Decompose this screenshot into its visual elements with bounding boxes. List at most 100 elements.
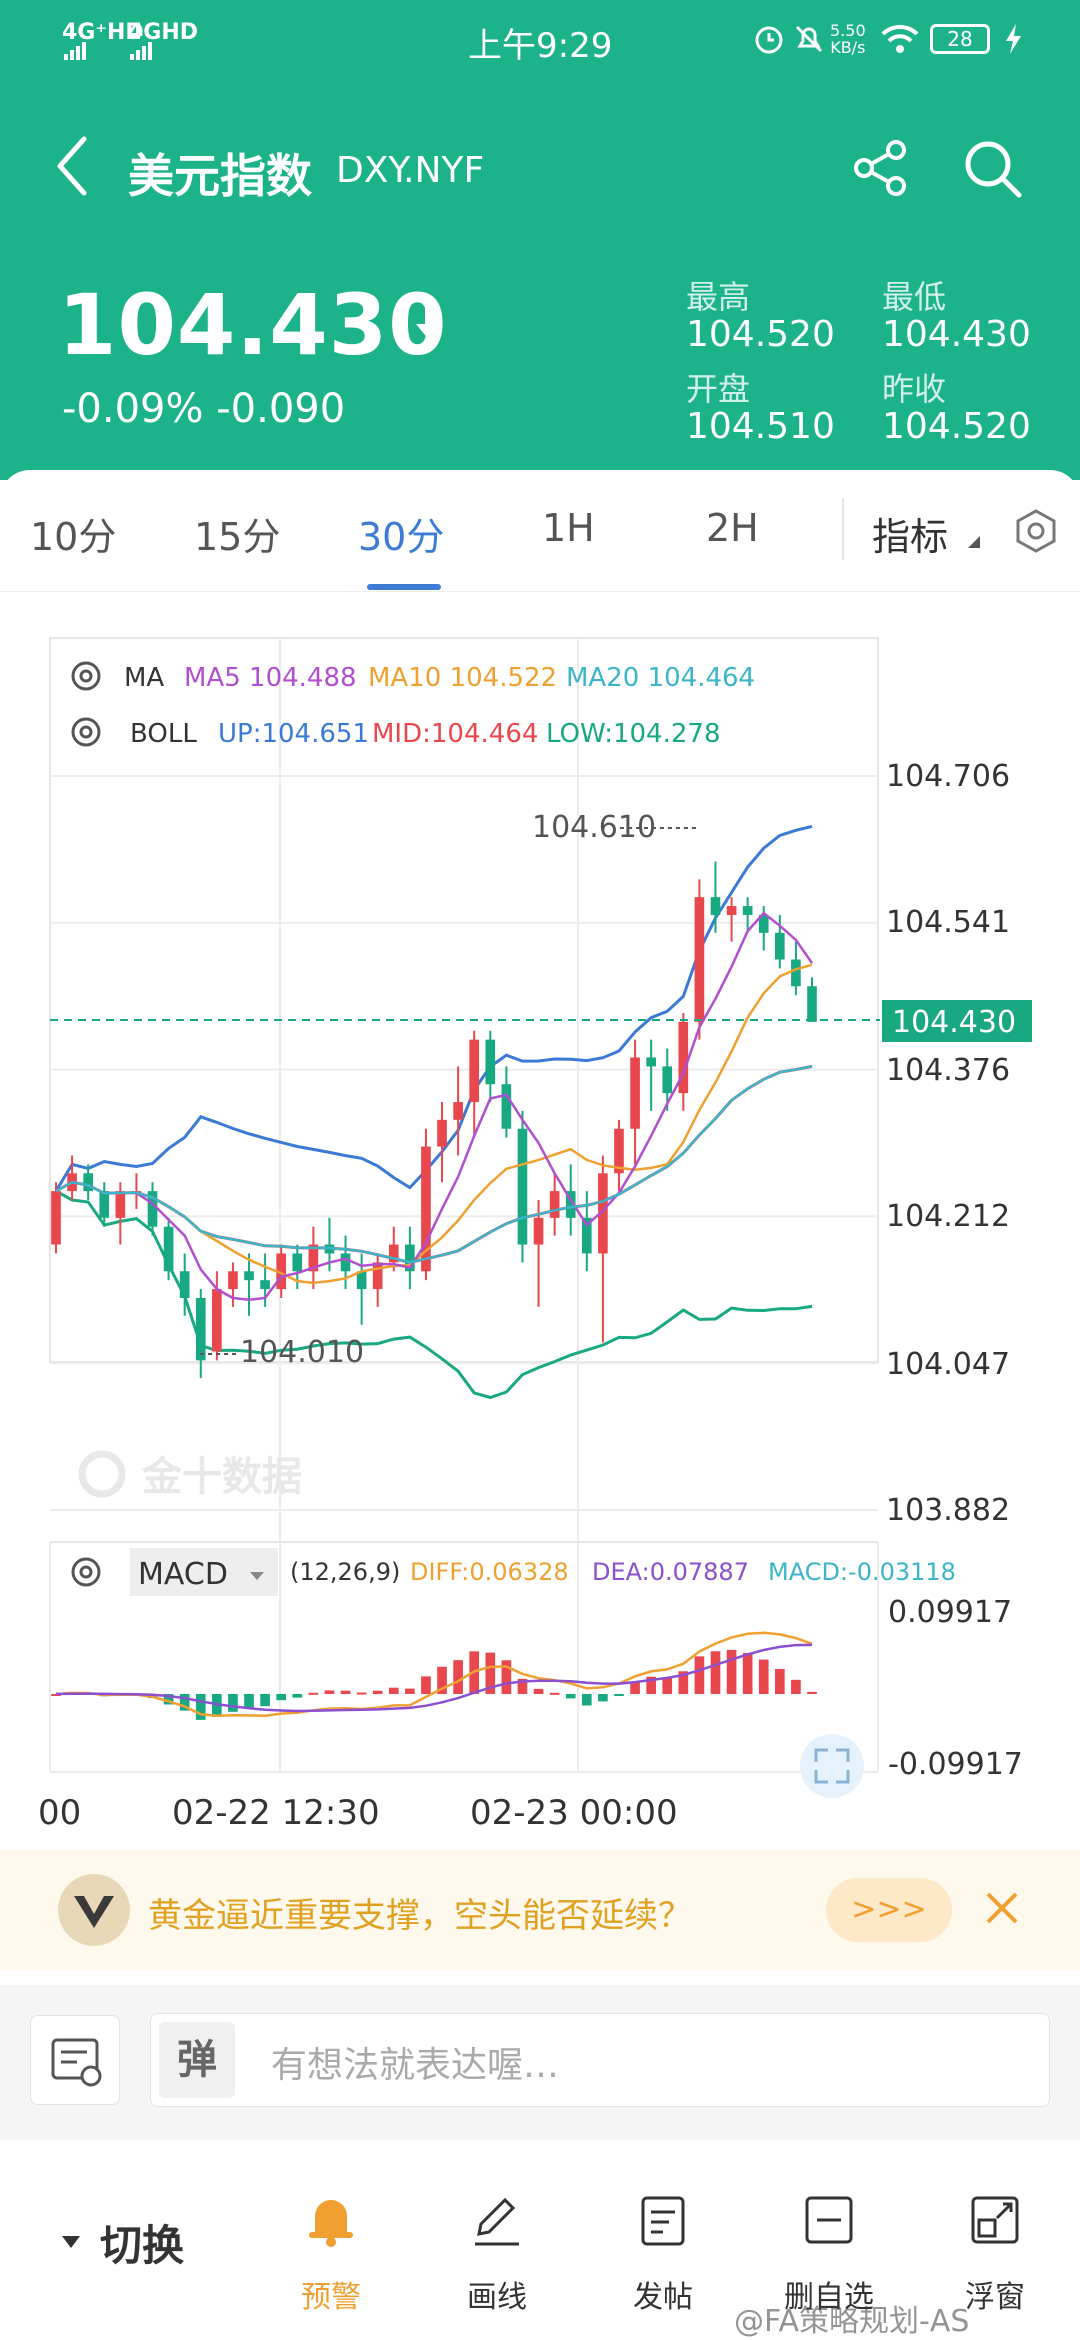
macd-bar: [372, 1690, 383, 1694]
macd-bar: [340, 1690, 351, 1694]
mute-icon: [792, 22, 826, 60]
jin10-logo-icon: [78, 1450, 126, 1498]
stat-prevclose-label: 昨收: [882, 370, 947, 408]
signal-1: 4G⁺HD: [62, 20, 144, 45]
macd-bar: [228, 1694, 238, 1712]
tab-10min[interactable]: 10分: [30, 515, 117, 559]
candle-body: [292, 1253, 303, 1272]
share-icon[interactable]: [852, 140, 908, 200]
chart-grid: [49, 638, 879, 1773]
minus-icon: [805, 2196, 853, 2244]
tab-divider: [842, 498, 844, 560]
note-button[interactable]: [30, 2015, 120, 2105]
bell-icon: [309, 2200, 353, 2247]
macd-bar: [614, 1694, 624, 1696]
back-icon[interactable]: [52, 135, 92, 201]
indicator-menu[interactable]: 指标: [872, 515, 949, 559]
comment-input[interactable]: 弹 有想法就表达喔…: [150, 2013, 1050, 2107]
x-label-0: 00: [38, 1793, 81, 1833]
candle-body: [630, 1057, 640, 1129]
macd-diff: DIFF:0.06328: [410, 1558, 569, 1586]
author-watermark: @FA策略规划-AS: [734, 2304, 970, 2339]
tab-2h[interactable]: 2H: [706, 506, 759, 550]
caret-down-icon: [966, 534, 982, 554]
signal-bars-icon: [64, 42, 184, 66]
x-label-1: 02-22 12:30: [172, 1793, 380, 1833]
stat-high-label: 最高: [686, 278, 751, 316]
draw-line-button[interactable]: 画线: [442, 2190, 552, 2316]
macd-bar: [694, 1656, 705, 1694]
news-logo-icon: [58, 1874, 130, 1946]
draw-line-label: 画线: [467, 2280, 527, 2315]
candle-body: [115, 1191, 126, 1218]
settings-hex-icon[interactable]: [1014, 508, 1058, 558]
remove-watchlist-button[interactable]: 删自选: [774, 2190, 884, 2316]
candle-body: [469, 1039, 480, 1103]
fullscreen-icon[interactable]: [800, 1734, 864, 1798]
active-tab-indicator: [367, 584, 441, 590]
emoji-icon[interactable]: 弹: [159, 2022, 235, 2098]
comment-placeholder: 有想法就表达喔…: [271, 2045, 560, 2086]
candle-body: [437, 1119, 447, 1147]
macd-bar: [292, 1694, 303, 1698]
switch-button[interactable]: 切换: [100, 2221, 185, 2270]
alert-button[interactable]: 预警: [276, 2190, 386, 2316]
bottom-toolbar: 切换 预警 画线 发帖 删自选 浮窗 @FA策略规划-AS: [0, 2150, 1080, 2340]
float-window-button[interactable]: 浮窗: [940, 2190, 1050, 2316]
alarm-icon: [752, 22, 786, 60]
candle-body: [388, 1244, 399, 1263]
macd-bar: [710, 1651, 721, 1694]
candle-body: [598, 1173, 608, 1254]
news-banner[interactable]: 黄金逼近重要支撑，空头能否延续？ >>>: [0, 1850, 1080, 1970]
candle-body: [565, 1191, 576, 1218]
candle-body: [710, 897, 721, 915]
macd-bar: [758, 1659, 769, 1694]
tab-1h[interactable]: 1H: [542, 506, 595, 550]
legend-boll-name: BOLL: [130, 719, 197, 749]
edit-icon: [641, 2196, 685, 2246]
macd-y-bottom: -0.09917: [888, 1747, 1023, 1782]
candle-body: [501, 1084, 512, 1129]
float-window-icon: [971, 2196, 1019, 2244]
gear-icon[interactable]: [71, 661, 101, 691]
candle-body: [163, 1226, 174, 1272]
macd-bar: [405, 1688, 415, 1694]
net-speed-unit: KB/s: [830, 38, 866, 57]
boll-upper-line: [54, 824, 813, 1192]
post-button[interactable]: 发帖: [608, 2190, 718, 2316]
candle-body: [244, 1271, 254, 1281]
spacer-2: [50, 1042, 878, 1362]
gear-icon[interactable]: [71, 717, 101, 747]
candle-body: [549, 1191, 560, 1218]
y-tick-2: 104.376: [886, 1053, 1010, 1088]
price-change: -0.09% -0.090: [62, 386, 346, 432]
tab-30min[interactable]: 30分: [358, 515, 445, 559]
ma5-line: [55, 911, 814, 1302]
macd-histogram: [51, 1631, 817, 1720]
ma-lines: [55, 911, 814, 1302]
stat-low-label: 最低: [882, 278, 947, 316]
net-speed-value: 5.50: [830, 21, 866, 40]
news-more-button[interactable]: >>>: [826, 1878, 952, 1942]
candle-body: [51, 1191, 61, 1245]
gear-icon[interactable]: [71, 1557, 101, 1587]
candle-body: [308, 1244, 319, 1272]
candle-body: [694, 897, 705, 1022]
news-headline[interactable]: 黄金逼近重要支撑，空头能否延续？: [148, 1896, 692, 1936]
candle-body: [485, 1039, 496, 1085]
candle-body: [228, 1271, 238, 1290]
tab-15min[interactable]: 15分: [194, 515, 281, 559]
macd-bar: [421, 1676, 431, 1694]
macd-value: MACD:-0.03118: [768, 1558, 956, 1586]
search-icon[interactable]: [962, 138, 1024, 204]
legend-ma20: MA20 104.464: [566, 663, 755, 693]
post-label: 发帖: [633, 2280, 693, 2315]
macd-bar: [678, 1671, 689, 1694]
macd-bar: [308, 1692, 319, 1695]
candle-body: [83, 1173, 93, 1192]
candle-body: [99, 1191, 110, 1218]
price-chart[interactable]: MA MA5 104.488 MA10 104.522 MA20 104.464…: [0, 592, 1080, 1842]
macd-bar: [807, 1691, 817, 1694]
close-icon[interactable]: [984, 1890, 1020, 1930]
candle-body: [372, 1262, 383, 1290]
